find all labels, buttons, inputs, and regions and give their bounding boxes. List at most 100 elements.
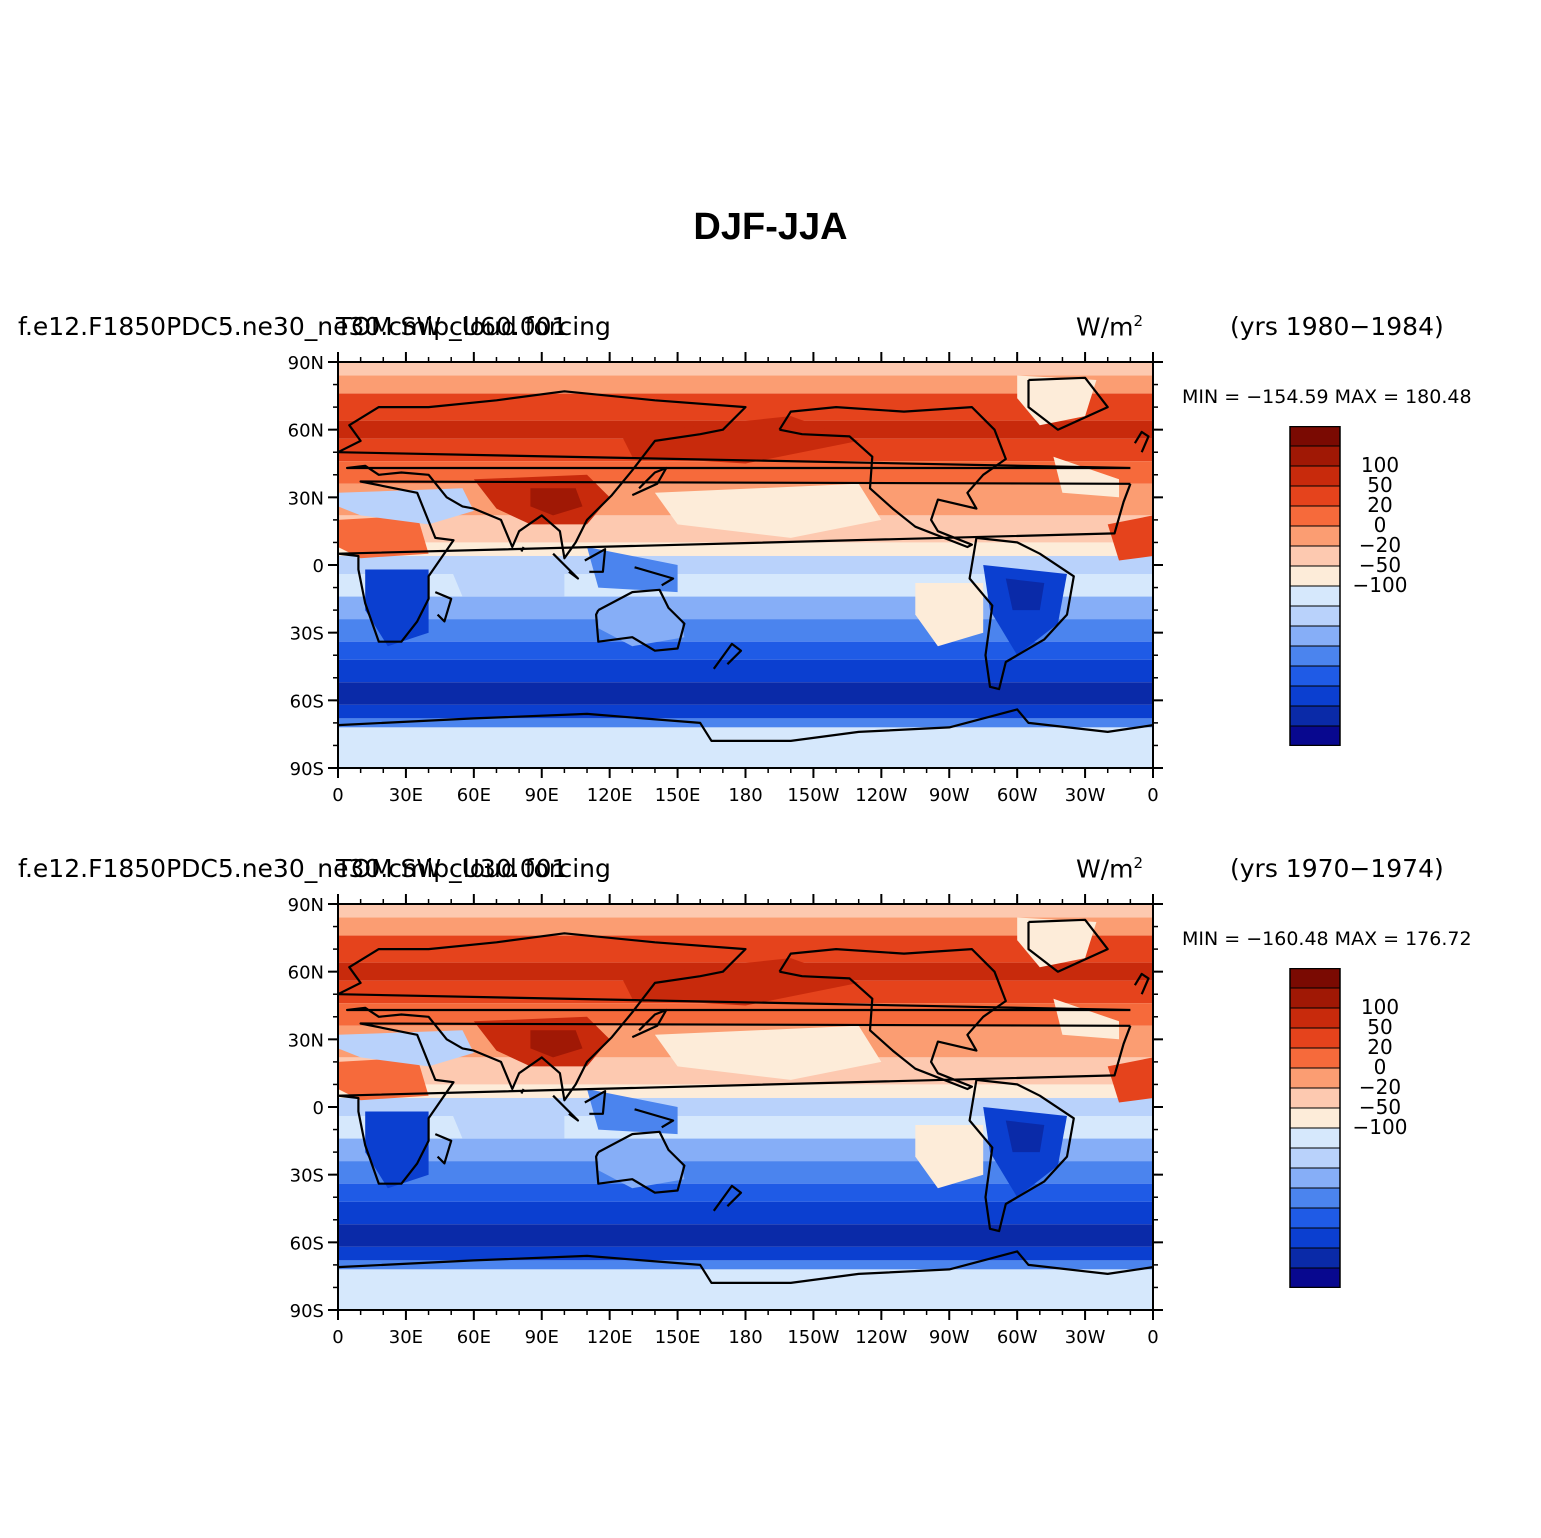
contour-field — [338, 362, 1153, 768]
y-tick-label: 30N — [288, 1030, 324, 1051]
case-name: f.e12.F1850PDC5.ne30_ne30.cmip_U30.001 — [18, 854, 568, 883]
colorbar-swatch — [1289, 1167, 1341, 1189]
colorbar-label: 0 — [1373, 513, 1387, 537]
x-tick-label: 150W — [787, 1327, 839, 1344]
contour-region — [915, 1125, 984, 1189]
contour-band — [338, 904, 1153, 918]
colorbar-swatch — [1289, 505, 1341, 527]
x-tick-label: 90W — [929, 1327, 970, 1344]
contour-band — [338, 1224, 1153, 1247]
contour-region — [530, 1030, 583, 1058]
colorbar-swatch — [1289, 545, 1341, 567]
contour-region — [338, 1030, 474, 1067]
contour-region — [915, 583, 984, 647]
contour-band — [338, 704, 1153, 719]
contour-band — [338, 1260, 1153, 1270]
contour-band — [338, 727, 1153, 768]
y-tick-label: 90S — [290, 759, 324, 780]
case-name: f.e12.F1850PDC5.ne30_ne30.cmip_U60.001 — [18, 312, 568, 341]
colorbar — [1289, 425, 1341, 747]
contour-region — [451, 1111, 565, 1139]
y-tick-label: 60S — [290, 691, 324, 712]
colorbar-swatch — [1289, 1087, 1341, 1109]
contour-region — [1005, 1120, 1045, 1153]
contour-band — [338, 1246, 1153, 1261]
max-value: 176.72 — [1405, 928, 1472, 950]
max-label: MAX — [1334, 386, 1378, 408]
y-tick-label: 30S — [290, 624, 324, 645]
min-value: −160.48 — [1246, 928, 1329, 950]
x-tick-label: 0 — [332, 1327, 343, 1344]
min-max-label: MIN = −154.59 MAX = 180.48 — [1182, 386, 1472, 408]
contour-band — [338, 542, 1153, 556]
y-tick-label: 30S — [290, 1166, 324, 1187]
colorbar-label: 20 — [1367, 493, 1393, 517]
x-tick-label: 0 — [332, 785, 343, 802]
x-tick-label: 60W — [997, 785, 1038, 802]
contour-region — [587, 547, 678, 593]
coastline — [434, 591, 453, 623]
y-tick-label: 90N — [288, 353, 324, 374]
contour-region — [338, 488, 474, 525]
x-tick-label: 60E — [457, 785, 491, 802]
figure-title: DJF-JJA — [693, 206, 848, 248]
colorbar-swatch — [1289, 1047, 1341, 1069]
coastline — [631, 1008, 668, 1039]
colorbar-swatch — [1289, 465, 1341, 487]
y-tick-label: 90N — [288, 895, 324, 916]
contour-band — [338, 917, 1153, 936]
units-base: W/m — [1076, 312, 1134, 342]
contour-region — [338, 1057, 429, 1101]
units-base: W/m — [1076, 854, 1134, 884]
colorbar-swatch — [1289, 705, 1341, 727]
map-plot: 0 30E 60E 90E 120E 150E 180 150W 120W 90W 60W 30W 09… — [288, 894, 1163, 1348]
x-tick-label: 120E — [587, 1327, 633, 1344]
colorbar-swatch — [1289, 1027, 1341, 1049]
variable-name: TOM SW cloud forcing — [336, 854, 611, 883]
coastline — [520, 546, 525, 552]
max-value: 180.48 — [1405, 386, 1472, 408]
colorbar-swatch — [1289, 645, 1341, 667]
x-tick-label: 30W — [1065, 1327, 1106, 1344]
colorbar-swatch — [1289, 1127, 1341, 1149]
coastline — [584, 1090, 607, 1115]
contour-band — [338, 461, 1153, 484]
x-tick-label: 120W — [855, 1327, 907, 1344]
min-max-label: MIN = −160.48 MAX = 176.72 — [1182, 928, 1472, 950]
min-value: −154.59 — [1246, 386, 1329, 408]
colorbar-swatch — [1289, 1267, 1341, 1289]
colorbar-label: −100 — [1352, 573, 1408, 597]
coastline — [338, 390, 1131, 560]
colorbar-label: −50 — [1358, 553, 1402, 577]
units-label: W/m2 — [1076, 854, 1143, 883]
colorbar-label: −20 — [1358, 533, 1402, 557]
contour-region — [1107, 1057, 1153, 1103]
coastline — [338, 1022, 1132, 1185]
max-label: MAX — [1334, 928, 1378, 950]
colorbar-swatch — [1289, 1067, 1341, 1089]
colorbar-swatch — [1289, 1247, 1341, 1269]
contour-region — [654, 483, 882, 538]
panel-top: f.e12.F1850PDC5.ne30_ne30.cmip_U60.001 T… — [0, 312, 1541, 832]
contour-region — [587, 1089, 678, 1135]
contour-region — [1005, 578, 1045, 611]
coastline — [1027, 918, 1109, 973]
x-tick-label: 150E — [655, 1327, 701, 1344]
x-tick-label: 60E — [457, 1327, 491, 1344]
colorbar-swatch — [1289, 1147, 1341, 1169]
colorbar-swatch — [1289, 525, 1341, 547]
map-bottom: 0 30E 60E 90E 120E 150E 180 150W 120W 90W 60W 30W 0 9… — [250, 884, 1180, 1348]
colorbar-swatch — [1289, 1107, 1341, 1129]
coastline — [968, 1078, 1075, 1233]
contour-band — [338, 641, 1153, 660]
contour-region — [1107, 515, 1153, 561]
coastline — [968, 536, 1075, 691]
contour-band — [338, 1003, 1153, 1026]
x-tick-label: 120W — [855, 785, 907, 802]
colorbar-label: 20 — [1367, 1035, 1393, 1059]
panel-bottom: f.e12.F1850PDC5.ne30_ne30.cmip_U30.001 T… — [0, 854, 1541, 1374]
coastline — [338, 480, 1132, 643]
colorbar-swatch — [1289, 685, 1341, 707]
colorbar-swatch — [1289, 1007, 1341, 1029]
coastline — [631, 466, 668, 497]
